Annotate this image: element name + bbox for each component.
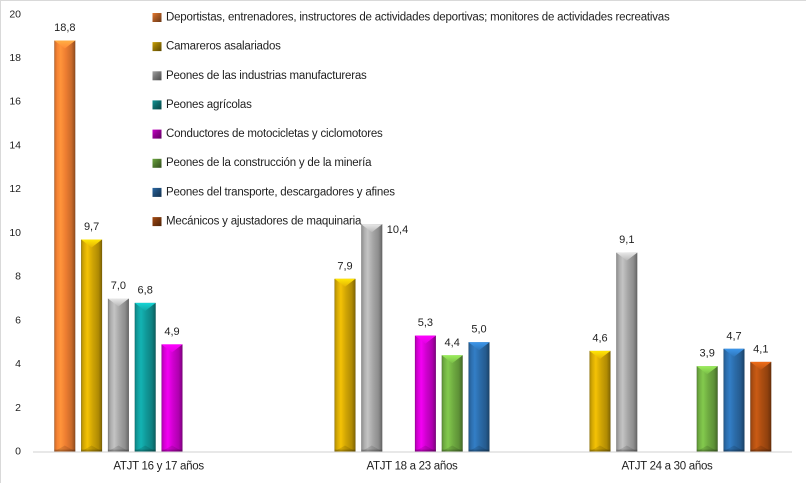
svg-text:Camareros asalariados: Camareros asalariados <box>166 41 281 53</box>
svg-text:Peones de las industrias manuf: Peones de las industrias manufactureras <box>166 70 367 82</box>
svg-text:4: 4 <box>15 358 21 370</box>
svg-text:4,4: 4,4 <box>445 337 460 349</box>
svg-text:ATJT 18 a 23 años: ATJT 18 a 23 años <box>366 461 458 473</box>
svg-text:Peones agrícolas: Peones agrícolas <box>166 99 252 111</box>
svg-text:3,9: 3,9 <box>700 348 715 360</box>
svg-text:10,4: 10,4 <box>387 224 408 236</box>
svg-text:10: 10 <box>9 227 21 239</box>
svg-text:ATJT 16 y 17 años: ATJT 16 y 17 años <box>113 461 204 473</box>
svg-text:8: 8 <box>15 271 21 283</box>
svg-text:4,6: 4,6 <box>592 332 607 344</box>
svg-text:20: 20 <box>9 8 21 20</box>
svg-text:18,8: 18,8 <box>54 22 75 34</box>
svg-text:ATJT 24 a 30 años: ATJT 24 a 30 años <box>621 461 713 473</box>
svg-text:6,8: 6,8 <box>138 284 153 296</box>
svg-text:Peones del transporte, descarg: Peones del transporte, descargadores y a… <box>166 186 395 198</box>
svg-text:0: 0 <box>15 446 21 458</box>
svg-text:Peones de la construcción y de: Peones de la construcción y de la minerí… <box>166 157 372 169</box>
svg-text:18: 18 <box>9 52 21 64</box>
svg-text:4,1: 4,1 <box>753 343 768 355</box>
svg-text:7,0: 7,0 <box>111 280 126 292</box>
svg-text:16: 16 <box>9 96 21 108</box>
svg-text:2: 2 <box>15 402 21 414</box>
svg-text:12: 12 <box>9 183 21 195</box>
svg-text:9,1: 9,1 <box>619 234 634 246</box>
svg-text:6: 6 <box>15 314 21 326</box>
svg-text:Deportistas, entrenadores, ins: Deportistas, entrenadores, instructores … <box>166 12 670 24</box>
svg-text:5,3: 5,3 <box>418 317 433 329</box>
svg-text:4,9: 4,9 <box>164 326 179 338</box>
svg-text:9,7: 9,7 <box>84 221 99 233</box>
svg-text:14: 14 <box>9 140 21 152</box>
svg-text:Conductores de motocicletas y: Conductores de motocicletas y ciclomotor… <box>166 128 383 140</box>
svg-text:4,7: 4,7 <box>726 330 741 342</box>
svg-text:7,9: 7,9 <box>337 260 352 272</box>
svg-text:5,0: 5,0 <box>471 324 486 336</box>
svg-text:Mecánicos y ajustadores de maq: Mecánicos y ajustadores de maquinaria <box>166 216 362 228</box>
